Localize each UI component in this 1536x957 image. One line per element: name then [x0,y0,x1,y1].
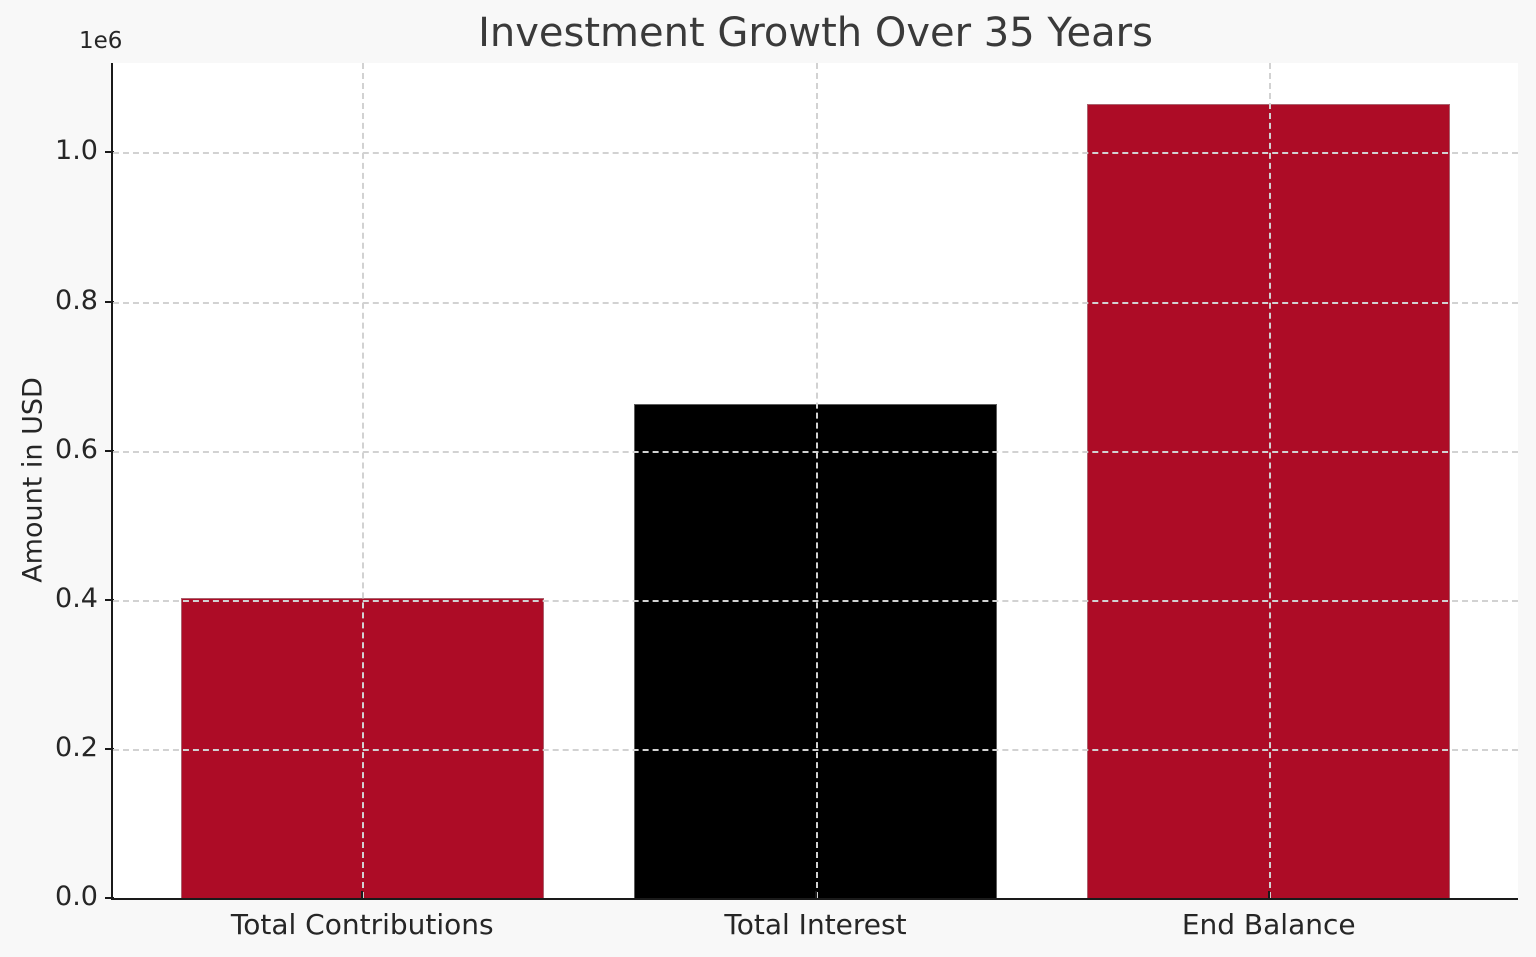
x-tick-end-balance [1267,891,1270,900]
y-tick-label-1000000: 1.0 [55,135,98,167]
x-tick-label-total-contributions: Total Contributions [230,908,494,941]
y-axis-offset-text: 1e6 [79,28,123,54]
gridline-v-total-contributions [362,63,365,898]
y-tick-1000000 [105,151,114,154]
y-tick-200000 [105,747,114,750]
y-tick-600000 [105,449,114,452]
plot-area [111,63,1518,900]
bar-end-balance [1087,104,1450,898]
y-axis-label: Amount in USD [17,377,49,583]
x-tick-total-contributions [361,891,364,900]
gridline-v-end-balance [1268,63,1271,898]
y-tick-0 [105,897,114,899]
y-tick-label-800000: 0.8 [55,284,98,316]
y-tick-label-400000: 0.4 [55,582,98,614]
y-tick-label-0: 0.0 [55,881,98,912]
y-tick-label-600000: 0.6 [55,433,98,465]
bar-total-interest [634,404,997,898]
y-tick-400000 [105,598,114,601]
x-tick-label-total-interest: Total Interest [724,908,907,941]
y-tick-label-200000: 0.2 [55,731,98,763]
x-tick-total-interest [814,891,817,900]
x-tick-label-end-balance: End Balance [1181,908,1356,941]
bar-total-contributions [180,597,544,898]
chart-title: Investment Growth Over 35 Years [478,10,1153,56]
gridline-v-total-interest [815,63,818,898]
left-spine [111,63,113,898]
y-tick-800000 [105,300,114,303]
